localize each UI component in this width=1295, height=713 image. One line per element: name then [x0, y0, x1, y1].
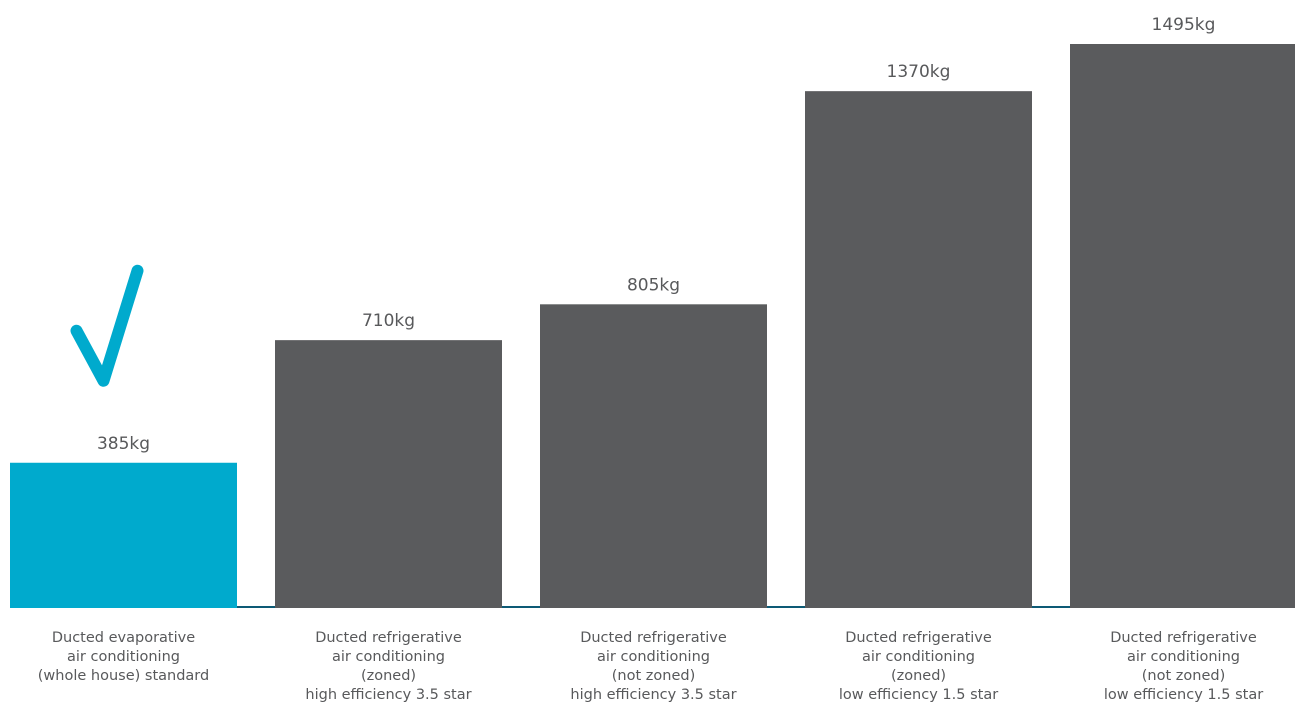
category-label-line: high efficiency 3.5 star [570, 687, 736, 703]
category-labels-layer: Ducted evaporative air conditioning (whole… [38, 630, 1263, 703]
value-label-2: 710kg [362, 311, 415, 331]
category-label-line: air conditioning [597, 649, 710, 665]
category-label-3: Ducted refrigerative air conditioning (not… [570, 630, 736, 703]
checkmark-icon [70, 264, 144, 387]
bar-1 [10, 462, 237, 608]
category-label-line: (zoned) [361, 668, 416, 684]
category-label-5: Ducted refrigerative air conditioning (not… [1104, 630, 1263, 703]
category-label-line: air conditioning [67, 649, 180, 665]
value-labels-layer: 385kg 710kg 805kg 1370kg 1495kg [97, 15, 1216, 454]
category-label-line: (not zoned) [612, 668, 695, 684]
icon-layer [70, 264, 144, 387]
category-label-line: low efficiency 1.5 star [1104, 687, 1263, 703]
category-label-line: air conditioning [332, 649, 445, 665]
category-label-line: high efficiency 3.5 star [305, 687, 471, 703]
bar-3 [540, 304, 767, 608]
category-label-line: Ducted refrigerative [845, 630, 992, 646]
category-label-line: air conditioning [1127, 649, 1240, 665]
value-label-3: 805kg [627, 275, 680, 295]
category-label-line: (not zoned) [1142, 668, 1225, 684]
category-label-1: Ducted evaporative air conditioning (whole… [38, 630, 209, 684]
category-label-line: Ducted refrigerative [580, 630, 727, 646]
category-label-line: Ducted evaporative [52, 630, 195, 646]
category-label-4: Ducted refrigerative air conditioning (zon… [839, 630, 998, 703]
category-label-line: Ducted refrigerative [1110, 630, 1257, 646]
value-label-5: 1495kg [1152, 15, 1216, 35]
value-label-1: 385kg [97, 434, 150, 454]
bars-layer [10, 44, 1295, 609]
bar-4 [805, 91, 1032, 609]
category-label-line: (whole house) standard [38, 668, 209, 684]
value-label-4: 1370kg [887, 62, 951, 82]
bar-5 [1070, 44, 1295, 608]
category-label-2: Ducted refrigerative air conditioning (zon… [305, 630, 471, 703]
bar-2 [275, 340, 502, 608]
category-label-line: Ducted refrigerative [315, 630, 462, 646]
category-label-line: (zoned) [891, 668, 946, 684]
category-label-line: air conditioning [862, 649, 975, 665]
category-label-line: low efficiency 1.5 star [839, 687, 998, 703]
